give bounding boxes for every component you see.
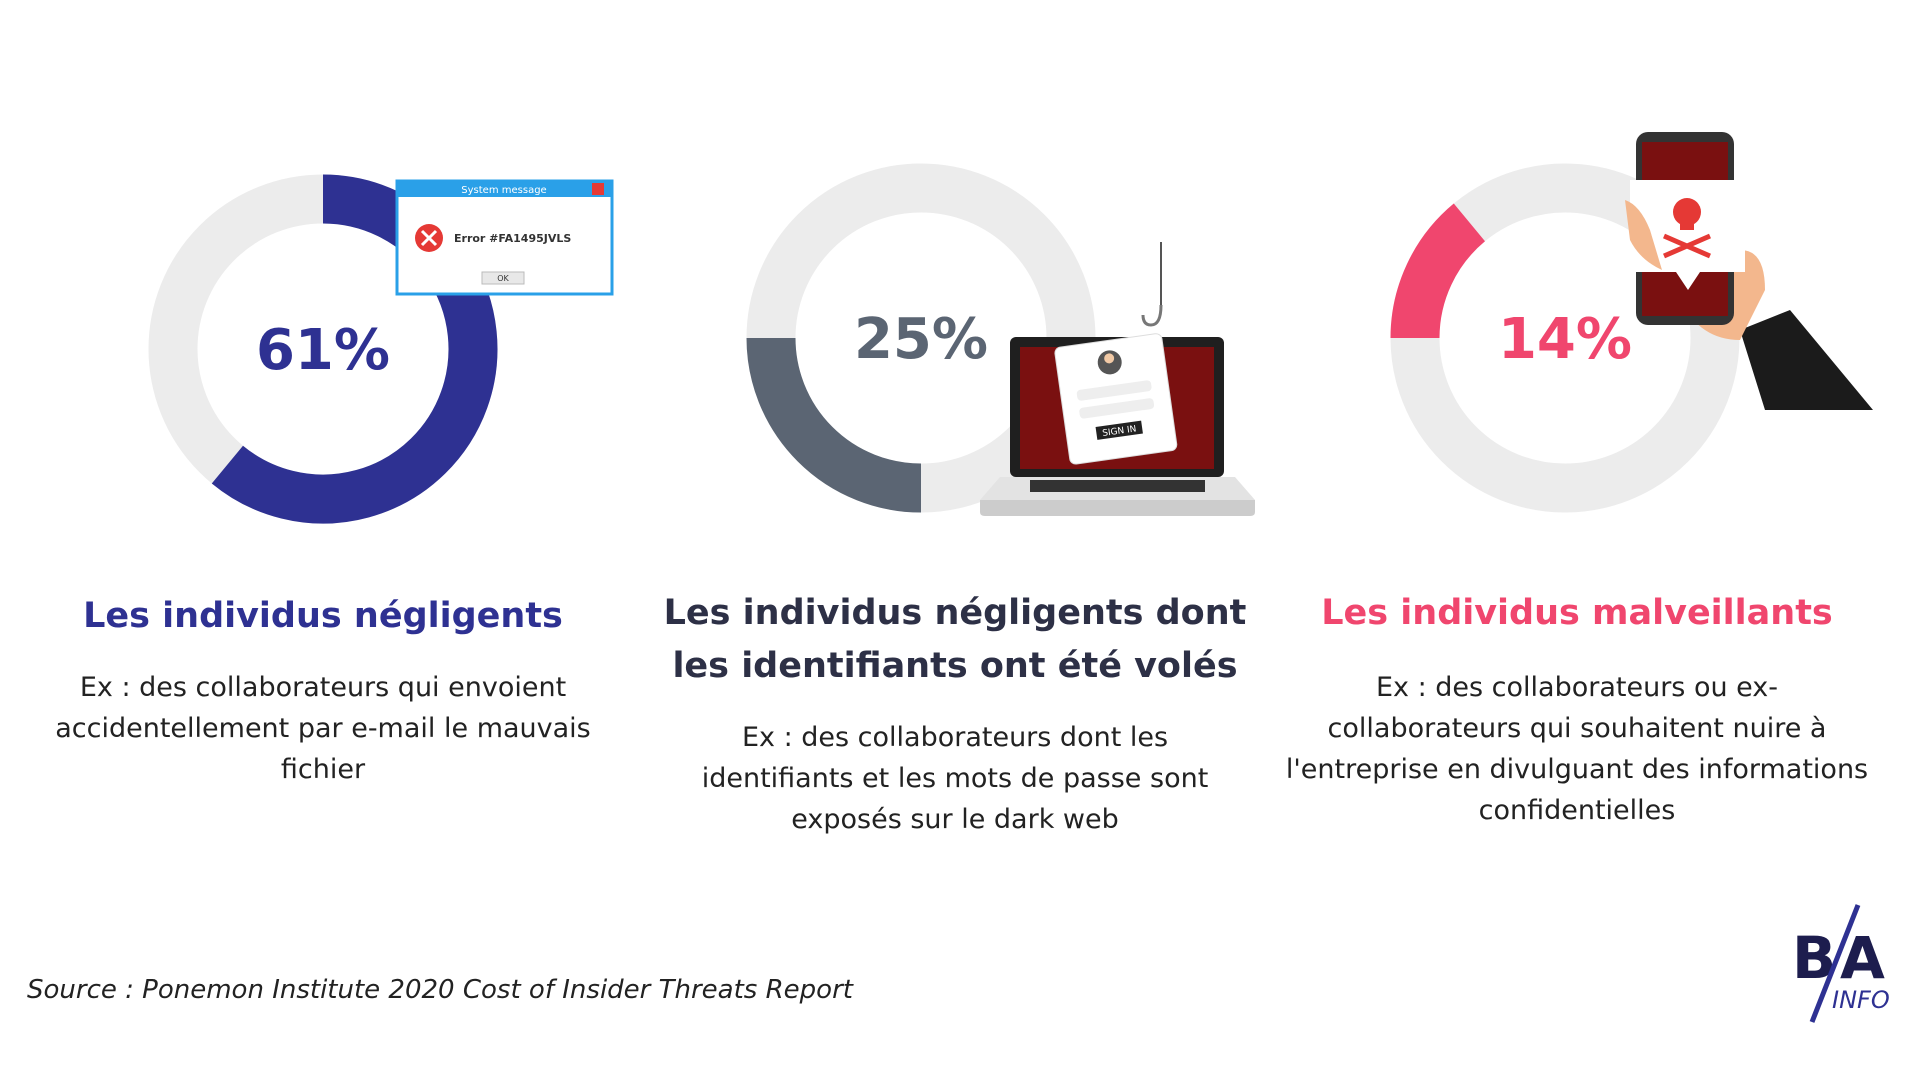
source: Source : Ponemon Institute 2020 Cost of … <box>27 975 853 1005</box>
value-label: 14% <box>1498 307 1632 372</box>
title: Les individus malveillants <box>1321 593 1833 633</box>
laptop: SIGN IN <box>980 242 1255 516</box>
ok-button: OK <box>497 274 509 283</box>
donut-segment <box>746 337 922 513</box>
sign-in: SIGN IN <box>1102 424 1137 439</box>
error-dialog: System message Error #FA1495JVLS OK <box>395 179 614 296</box>
description: Ex : des collaborateurs ou ex-collaborat… <box>1285 672 1869 826</box>
error-code: Error #FA1495JVLS <box>454 232 571 245</box>
phone <box>1625 132 1873 410</box>
title: Les individus négligents <box>83 596 563 636</box>
donuts: 61% 25% 14% <box>148 163 1740 524</box>
logo-letter: A <box>1840 924 1885 992</box>
description: Ex : des collaborateurs qui envoient acc… <box>55 672 591 785</box>
logo: B A INFO <box>1792 904 1890 1023</box>
title: Les individus négligents dont les identi… <box>663 593 1247 686</box>
value-label: 25% <box>854 307 988 372</box>
dialog-title: System message <box>461 185 546 196</box>
donut-segment <box>1390 203 1486 339</box>
value-label: 61% <box>256 318 390 383</box>
description: Ex : des collaborateurs dont les identif… <box>701 722 1209 835</box>
logo-sub: INFO <box>1832 986 1890 1014</box>
